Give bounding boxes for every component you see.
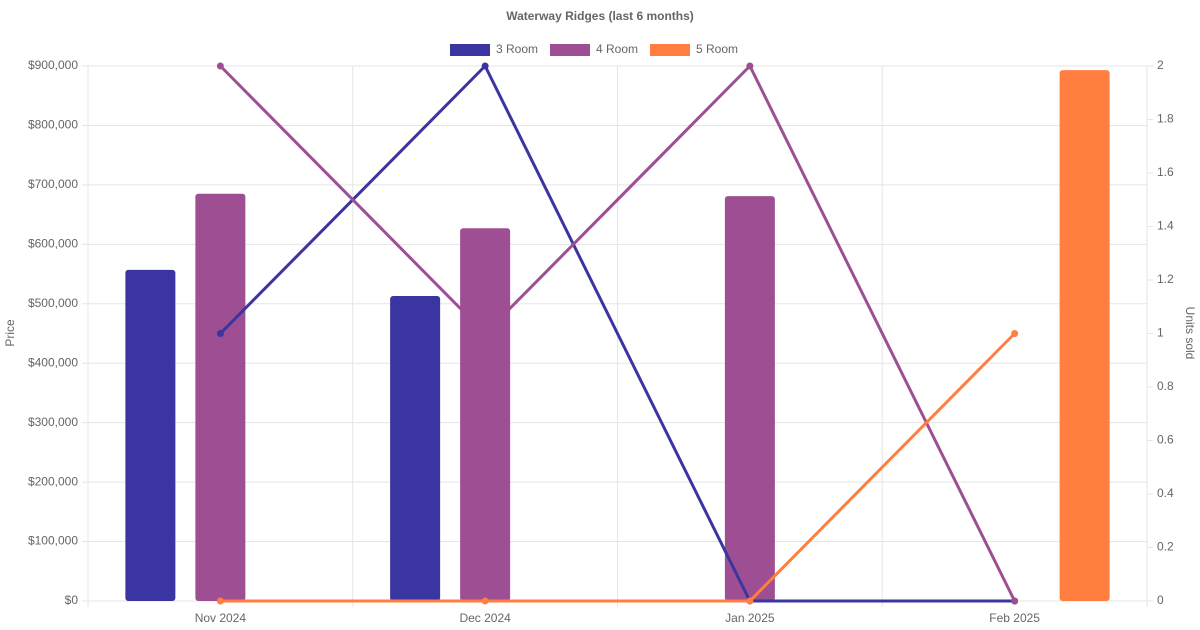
bar bbox=[125, 269, 176, 601]
legend-swatch bbox=[450, 44, 490, 56]
y2-tick-label: 1.4 bbox=[1157, 219, 1174, 233]
line-point bbox=[216, 597, 224, 605]
line-point bbox=[216, 62, 224, 70]
line bbox=[219, 63, 1016, 602]
x-tick-label: Nov 2024 bbox=[195, 611, 247, 625]
y-tick-label: $0 bbox=[65, 593, 79, 607]
line-point bbox=[1011, 597, 1019, 605]
y2-tick-label: 1.8 bbox=[1157, 112, 1174, 126]
y-tick-label: $500,000 bbox=[28, 296, 78, 310]
bar bbox=[724, 196, 775, 601]
line-point bbox=[481, 330, 489, 337]
x-tick-label: Feb 2025 bbox=[989, 611, 1040, 625]
x-tick-label: Dec 2024 bbox=[459, 611, 511, 625]
line-point bbox=[216, 330, 224, 337]
y-tick-label: $600,000 bbox=[28, 237, 78, 251]
y2-tick-label: 1.6 bbox=[1157, 165, 1174, 179]
line-point bbox=[1011, 330, 1019, 337]
y-tick-label: $200,000 bbox=[28, 474, 78, 488]
legend-label: 4 Room bbox=[596, 42, 638, 56]
bar bbox=[195, 193, 246, 602]
y-tick-label: $100,000 bbox=[28, 534, 78, 548]
legend-label: 5 Room bbox=[696, 42, 738, 56]
y2-tick-label: 2 bbox=[1157, 58, 1164, 72]
y-tick-label: $900,000 bbox=[28, 58, 78, 72]
legend-swatch bbox=[550, 44, 590, 56]
y2-tick-label: 0 bbox=[1157, 593, 1164, 607]
line bbox=[220, 332, 1016, 603]
y-tick-label: $300,000 bbox=[28, 415, 78, 429]
y2-tick-label: 0.6 bbox=[1157, 433, 1174, 447]
bar bbox=[390, 296, 441, 601]
line-point bbox=[746, 597, 754, 605]
legend-swatch bbox=[650, 44, 690, 56]
line-point bbox=[746, 62, 754, 70]
bar bbox=[1059, 70, 1110, 601]
line-point bbox=[481, 597, 489, 605]
y2-tick-label: 1.2 bbox=[1157, 272, 1174, 286]
y2-tick-label: 0.4 bbox=[1157, 486, 1174, 500]
x-tick-label: Jan 2025 bbox=[725, 611, 775, 625]
y-tick-label: $400,000 bbox=[28, 355, 78, 369]
y2-tick-label: 1 bbox=[1157, 326, 1164, 340]
y2-tick-label: 0.2 bbox=[1157, 540, 1174, 554]
y2-tick-label: 0.8 bbox=[1157, 379, 1174, 393]
y-tick-label: $800,000 bbox=[28, 118, 78, 132]
y-axis-label: Price bbox=[3, 319, 17, 347]
y2-axis-label: Units sold bbox=[1183, 307, 1197, 360]
line-point bbox=[481, 62, 489, 70]
bar bbox=[460, 228, 511, 602]
y-tick-label: $700,000 bbox=[28, 177, 78, 191]
legend-label: 3 Room bbox=[496, 42, 538, 56]
chart-title: Waterway Ridges (last 6 months) bbox=[506, 9, 694, 23]
